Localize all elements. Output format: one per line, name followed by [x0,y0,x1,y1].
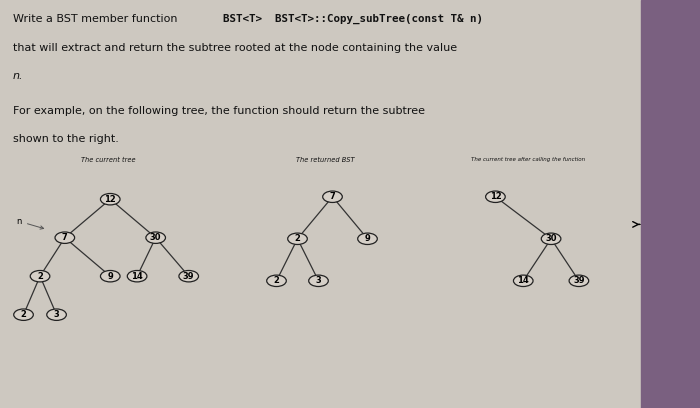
Text: 7: 7 [330,192,335,201]
Text: 7: 7 [62,233,68,242]
Text: shown to the right.: shown to the right. [13,134,118,144]
Circle shape [101,271,120,282]
Text: 3: 3 [316,276,321,285]
Circle shape [569,275,589,286]
Text: 2: 2 [274,276,279,285]
Circle shape [101,193,120,205]
Text: 30: 30 [545,234,557,243]
Text: that will extract and return the subtree rooted at the node containing the value: that will extract and return the subtree… [13,43,456,53]
Text: Write a BST member function: Write a BST member function [13,14,184,24]
Circle shape [267,275,286,286]
Text: The current tree: The current tree [81,157,136,163]
Circle shape [358,233,377,244]
Text: 12: 12 [489,192,501,201]
Circle shape [127,271,147,282]
Text: 30: 30 [150,233,162,242]
Text: 9: 9 [365,234,370,243]
Text: 3: 3 [54,310,60,319]
Text: 39: 39 [183,272,195,281]
Circle shape [30,271,50,282]
Text: BST<T>  BST<T>::Copy_subTree(const T& n): BST<T> BST<T>::Copy_subTree(const T& n) [223,14,482,24]
Text: n: n [17,217,43,229]
Text: 2: 2 [295,234,300,243]
Circle shape [146,232,165,244]
Circle shape [541,233,561,244]
Circle shape [14,309,34,320]
Text: The returned BST: The returned BST [296,157,355,163]
Circle shape [514,275,533,286]
Circle shape [47,309,66,320]
Text: For example, on the following tree, the function should return the subtree: For example, on the following tree, the … [13,106,425,116]
Circle shape [288,233,307,244]
Text: The current tree after calling the function: The current tree after calling the funct… [471,157,586,162]
Text: 14: 14 [517,276,529,285]
Circle shape [179,271,199,282]
Circle shape [486,191,505,202]
Circle shape [55,232,75,244]
Text: 9: 9 [107,272,113,281]
Text: 2: 2 [37,272,43,281]
Text: n.: n. [13,71,23,82]
Text: 14: 14 [131,272,143,281]
Circle shape [309,275,328,286]
Text: 2: 2 [20,310,27,319]
Circle shape [323,191,342,202]
Bar [640,0,700,408]
Text: 12: 12 [104,195,116,204]
Text: 39: 39 [573,276,584,285]
